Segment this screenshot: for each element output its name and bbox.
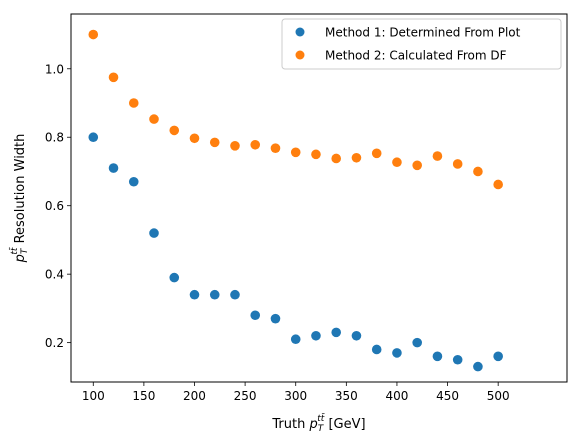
legend-marker-method-2 bbox=[296, 51, 305, 60]
legend-label-method-1: Method 1: Determined From Plot bbox=[325, 26, 521, 40]
y-tick-label: 1.0 bbox=[45, 62, 64, 76]
data-point-series-2 bbox=[412, 161, 422, 171]
data-point-series-2 bbox=[473, 167, 483, 177]
data-point-series-1 bbox=[331, 328, 341, 338]
x-tick-label: 500 bbox=[487, 389, 510, 403]
data-point-series-2 bbox=[433, 151, 443, 161]
x-tick-label: 100 bbox=[82, 389, 105, 403]
data-point-series-1 bbox=[210, 290, 220, 300]
x-tick-label: 200 bbox=[183, 389, 206, 403]
data-point-series-2 bbox=[271, 143, 281, 153]
x-tick-label: 300 bbox=[284, 389, 307, 403]
x-tick-label: 250 bbox=[234, 389, 257, 403]
y-tick-label: 0.6 bbox=[45, 199, 64, 213]
data-point-series-1 bbox=[311, 331, 321, 341]
data-point-series-1 bbox=[291, 334, 301, 344]
y-tick-label: 0.4 bbox=[45, 268, 64, 282]
data-point-series-1 bbox=[109, 163, 119, 173]
legend-marker-method-1 bbox=[296, 28, 305, 37]
data-point-series-1 bbox=[190, 290, 200, 300]
legend: Method 1: Determined From Plot Method 2:… bbox=[282, 19, 561, 69]
data-point-series-1 bbox=[392, 348, 402, 358]
x-tick-label: 150 bbox=[132, 389, 155, 403]
data-point-series-1 bbox=[271, 314, 281, 324]
data-point-series-2 bbox=[392, 157, 402, 167]
data-point-series-2 bbox=[88, 30, 98, 40]
data-point-series-1 bbox=[169, 273, 179, 283]
legend-label-method-2: Method 2: Calculated From DF bbox=[325, 49, 507, 63]
data-point-series-2 bbox=[250, 140, 260, 150]
data-point-series-1 bbox=[88, 132, 98, 142]
data-point-series-1 bbox=[473, 362, 483, 372]
data-point-series-2 bbox=[331, 154, 341, 164]
data-point-series-2 bbox=[149, 114, 159, 124]
data-point-series-1 bbox=[453, 355, 463, 365]
data-point-series-2 bbox=[372, 149, 382, 159]
data-point-series-2 bbox=[210, 138, 220, 148]
data-point-series-1 bbox=[230, 290, 240, 300]
data-point-series-2 bbox=[230, 141, 240, 151]
x-tick-label: 350 bbox=[335, 389, 358, 403]
data-point-series-2 bbox=[169, 126, 179, 136]
x-tick-label: 400 bbox=[385, 389, 408, 403]
data-point-series-1 bbox=[412, 338, 422, 348]
data-point-series-1 bbox=[149, 228, 159, 238]
data-point-series-2 bbox=[190, 133, 200, 143]
data-point-series-1 bbox=[493, 352, 503, 362]
data-point-series-2 bbox=[129, 98, 139, 108]
data-point-series-2 bbox=[109, 73, 119, 83]
data-point-series-2 bbox=[311, 150, 321, 160]
y-tick-label: 0.8 bbox=[45, 131, 64, 145]
data-point-series-1 bbox=[352, 331, 362, 341]
data-point-series-1 bbox=[433, 352, 443, 362]
data-point-series-2 bbox=[291, 147, 301, 157]
data-point-series-2 bbox=[493, 180, 503, 190]
y-tick-label: 0.2 bbox=[45, 336, 64, 350]
data-point-series-1 bbox=[129, 177, 139, 187]
data-point-series-2 bbox=[352, 153, 362, 163]
x-tick-label: 450 bbox=[436, 389, 459, 403]
data-point-series-1 bbox=[250, 310, 260, 320]
data-point-series-2 bbox=[453, 159, 463, 169]
data-point-series-1 bbox=[372, 345, 382, 355]
